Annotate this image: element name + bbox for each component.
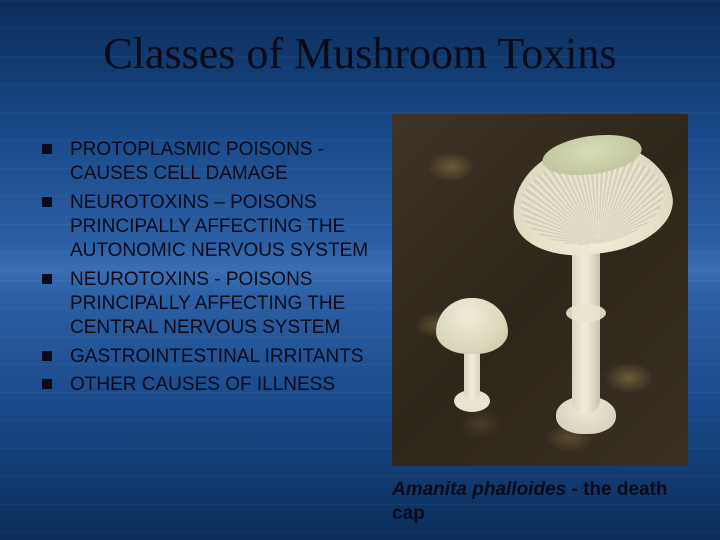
square-bullet-icon (42, 197, 52, 207)
image-caption: Amanita phalloides - the death cap (392, 478, 702, 526)
bullet-text: PROTOPLASMIC POISONS - CAUSES CELL DAMAG… (70, 138, 382, 187)
bullet-text: NEUROTOXINS – POISONS PRINCIPALLY AFFECT… (70, 191, 382, 264)
mushroom-shape (572, 234, 600, 414)
square-bullet-icon (42, 144, 52, 154)
mushroom-photo (392, 114, 688, 466)
mushroom-shape (566, 304, 606, 322)
list-item: GASTROINTESTINAL IRRITANTS (42, 345, 382, 369)
caption-scientific-name: Amanita phalloides (392, 479, 566, 500)
bullet-text: OTHER CAUSES OF ILLNESS (70, 373, 335, 397)
bullet-list: PROTOPLASMIC POISONS - CAUSES CELL DAMAG… (42, 138, 382, 401)
square-bullet-icon (42, 274, 52, 284)
bullet-text: NEUROTOXINS - POISONS PRINCIPALLY AFFECT… (70, 268, 382, 341)
slide-title: Classes of Mushroom Toxins (0, 28, 720, 79)
square-bullet-icon (42, 351, 52, 361)
list-item: PROTOPLASMIC POISONS - CAUSES CELL DAMAG… (42, 138, 382, 187)
list-item: NEUROTOXINS – POISONS PRINCIPALLY AFFECT… (42, 191, 382, 264)
bullet-text: GASTROINTESTINAL IRRITANTS (70, 345, 363, 369)
list-item: NEUROTOXINS - POISONS PRINCIPALLY AFFECT… (42, 268, 382, 341)
square-bullet-icon (42, 379, 52, 389)
list-item: OTHER CAUSES OF ILLNESS (42, 373, 382, 397)
